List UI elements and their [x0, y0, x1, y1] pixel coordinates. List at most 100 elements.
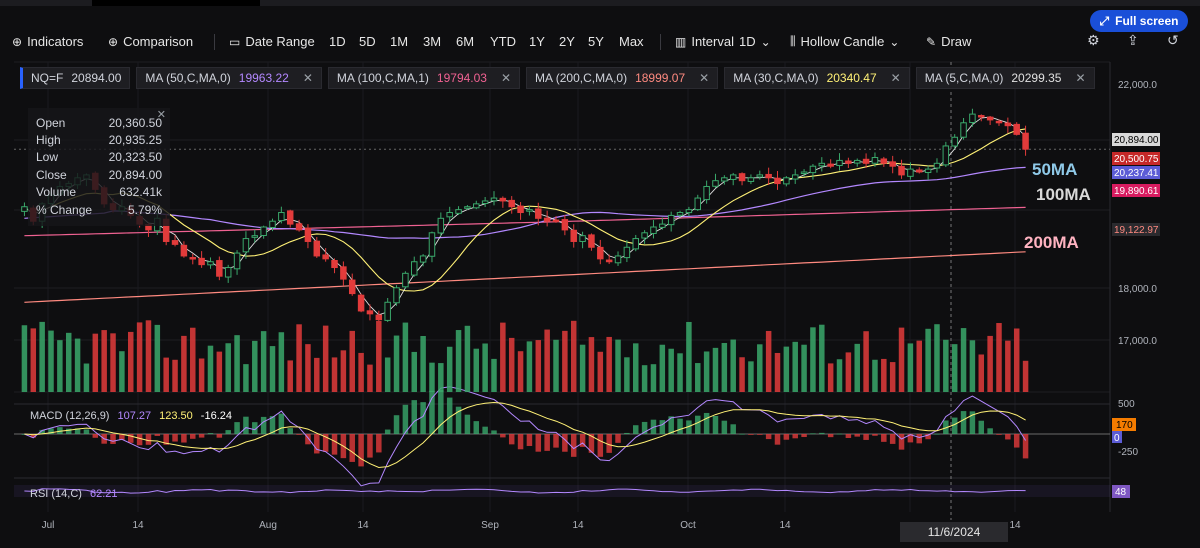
- macd-histogram-bar: [872, 434, 878, 436]
- range-ytd[interactable]: YTD: [490, 34, 516, 49]
- volume-bar: [30, 328, 37, 392]
- draw-button[interactable]: ✎ Draw: [926, 34, 971, 49]
- macd-histogram-bar: [588, 434, 595, 453]
- volume-bar: [39, 321, 45, 392]
- price-tag: [1112, 184, 1160, 197]
- close-icon[interactable]: ✕: [500, 71, 512, 85]
- candle: [278, 212, 285, 222]
- rsi-legend[interactable]: RSI (14,C) 62.21: [30, 488, 118, 500]
- close-icon[interactable]: ✕: [890, 71, 901, 85]
- volume-bar: [446, 346, 453, 392]
- full-screen-button[interactable]: ⤢ Full screen: [1090, 10, 1188, 32]
- ma-chip-5[interactable]: MA (5,C,MA,0) 20299.35 ✕: [915, 67, 1095, 89]
- candle: [836, 159, 843, 166]
- symbol-chip[interactable]: NQ=F 20894.00: [20, 67, 131, 89]
- candle: [783, 177, 790, 185]
- ohlc-row: Open 20,360.50: [36, 114, 162, 131]
- macd-legend[interactable]: MACD (12,26,9) 107.27 123.50 -16.24: [30, 410, 232, 422]
- macd-histogram-bar: [296, 434, 302, 435]
- macd-histogram-bar: [827, 434, 834, 438]
- candle: [685, 209, 693, 214]
- comparison-button[interactable]: ⊕ Comparison: [108, 34, 193, 49]
- close-icon[interactable]: ✕: [156, 109, 166, 121]
- ma-chip-30[interactable]: MA (30,C,MA,0) 20340.47 ✕: [724, 67, 910, 89]
- volume-bar: [739, 357, 745, 392]
- macd-histogram-bar: [845, 434, 852, 438]
- macd-histogram-bar: [367, 434, 373, 458]
- gear-icon[interactable]: ⚙: [1087, 32, 1100, 48]
- macd-histogram-bar: [127, 434, 134, 443]
- candle: [1022, 132, 1029, 150]
- volume-bar: [198, 358, 205, 392]
- indicators-label: Indicators: [27, 34, 84, 49]
- macd-histogram-bar: [739, 433, 745, 435]
- macd-signal-line: [24, 401, 1026, 469]
- candle: [1004, 122, 1012, 127]
- draw-label: Draw: [941, 34, 972, 49]
- symbol-label: NQ=F: [31, 71, 64, 85]
- macd-histogram-bar: [863, 434, 869, 440]
- range-max[interactable]: Max: [619, 34, 644, 49]
- macd-histogram-value: -16.24: [200, 410, 232, 422]
- candle: [473, 203, 480, 209]
- macd-histogram-bar: [925, 434, 931, 440]
- indicators-button[interactable]: ⊕ Indicators: [12, 34, 83, 49]
- candle: [322, 254, 329, 260]
- candle: [738, 173, 746, 182]
- macd-histogram-bar: [464, 414, 471, 434]
- volume-bar: [978, 354, 985, 392]
- range-5y[interactable]: 5Y: [588, 34, 604, 49]
- volume-bar: [411, 351, 418, 392]
- price-tick-label: 18,000.0: [1118, 284, 1157, 295]
- volume-bar: [367, 364, 373, 392]
- candle: [924, 168, 932, 174]
- date-range-button[interactable]: ▭ Date Range: [229, 34, 315, 49]
- candle: [995, 120, 1003, 124]
- ma-chip-200[interactable]: MA (200,C,MA,0) 18999.07 ✕: [526, 67, 719, 89]
- range-2y[interactable]: 2Y: [559, 34, 575, 49]
- macd-tick-label: -250: [1118, 447, 1138, 458]
- ohlc-row: High 20,935.25: [36, 131, 162, 148]
- candle: [393, 287, 400, 304]
- range-1d[interactable]: 1D: [329, 34, 346, 49]
- close-icon[interactable]: ✕: [699, 71, 710, 85]
- volume-bar: [322, 325, 329, 392]
- candle: [907, 168, 914, 177]
- candle: [21, 206, 28, 212]
- chart-style-button[interactable]: ⫼ Hollow Candle ⌄: [790, 34, 899, 49]
- volume-bar: [243, 364, 249, 392]
- ma-chip-100[interactable]: MA (100,C,MA,1) 19794.03 ✕: [327, 67, 521, 89]
- macd-histogram-bar: [508, 434, 515, 445]
- interval-button[interactable]: ▥ Interval 1D ⌄: [675, 34, 771, 49]
- volume-bar: [951, 344, 958, 392]
- volume-bar: [331, 357, 338, 392]
- volume-bar: [420, 335, 426, 392]
- range-3m[interactable]: 3M: [423, 34, 442, 49]
- volume-bar: [748, 361, 754, 392]
- ma50-annotation: 50MA: [1032, 160, 1078, 179]
- reset-icon[interactable]: ↺: [1167, 32, 1179, 48]
- macd-histogram-bar: [1013, 434, 1020, 448]
- share-icon[interactable]: ⇪: [1127, 32, 1139, 48]
- macd-histogram-bar: [39, 429, 45, 434]
- price-tag: [1112, 152, 1160, 165]
- volume-bar: [127, 331, 134, 392]
- price-tag: [1112, 223, 1160, 236]
- range-6m[interactable]: 6M: [456, 34, 475, 49]
- macd-histogram-bar: [172, 434, 178, 442]
- close-icon[interactable]: ✕: [1075, 71, 1086, 85]
- macd-histogram-bar: [243, 416, 249, 434]
- range-1y[interactable]: 1Y: [529, 34, 545, 49]
- candle: [402, 272, 409, 288]
- macd-histogram-bar: [854, 434, 860, 437]
- volume-bar: [712, 347, 719, 392]
- range-1m[interactable]: 1M: [390, 34, 409, 49]
- range-5d[interactable]: 5D: [359, 34, 376, 49]
- macd-histogram-bar: [712, 415, 719, 434]
- ma-chip-50[interactable]: MA (50,C,MA,0) 19963.22 ✕: [136, 67, 322, 89]
- macd-histogram-bar: [916, 434, 923, 444]
- macd-histogram-bar: [74, 428, 81, 434]
- volume-bar: [101, 330, 107, 392]
- close-icon[interactable]: ✕: [302, 71, 313, 85]
